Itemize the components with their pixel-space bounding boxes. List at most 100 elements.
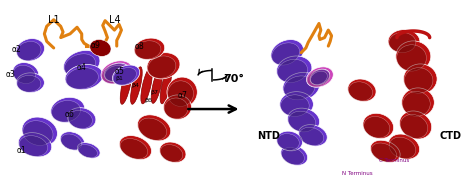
Ellipse shape: [137, 115, 171, 141]
Text: α3: α3: [5, 70, 15, 79]
Ellipse shape: [281, 95, 309, 116]
Ellipse shape: [271, 40, 304, 66]
Ellipse shape: [272, 43, 299, 65]
Text: α5: α5: [114, 67, 124, 76]
Text: α4: α4: [77, 63, 87, 72]
Ellipse shape: [396, 45, 426, 71]
Ellipse shape: [52, 101, 80, 122]
Text: β1: β1: [115, 77, 123, 81]
Ellipse shape: [371, 143, 396, 162]
Ellipse shape: [284, 76, 315, 100]
Ellipse shape: [402, 88, 434, 117]
Ellipse shape: [78, 145, 97, 158]
Ellipse shape: [298, 125, 327, 146]
Ellipse shape: [277, 134, 299, 150]
Ellipse shape: [388, 30, 420, 53]
Ellipse shape: [276, 56, 312, 83]
Text: β4: β4: [131, 83, 140, 88]
Ellipse shape: [403, 92, 430, 116]
Ellipse shape: [168, 81, 193, 106]
Ellipse shape: [113, 65, 140, 85]
Ellipse shape: [363, 113, 394, 139]
Ellipse shape: [51, 97, 85, 123]
Ellipse shape: [13, 63, 39, 84]
Ellipse shape: [61, 134, 82, 150]
Text: α6: α6: [65, 110, 75, 119]
Ellipse shape: [66, 68, 99, 89]
Ellipse shape: [119, 136, 152, 160]
Ellipse shape: [64, 54, 95, 77]
Ellipse shape: [104, 63, 129, 82]
Ellipse shape: [18, 133, 52, 157]
Ellipse shape: [388, 134, 420, 159]
Ellipse shape: [277, 59, 307, 83]
Ellipse shape: [16, 39, 44, 61]
Ellipse shape: [311, 71, 327, 85]
Ellipse shape: [306, 67, 333, 87]
Ellipse shape: [138, 118, 167, 140]
Ellipse shape: [78, 143, 100, 158]
Ellipse shape: [276, 131, 303, 151]
Ellipse shape: [164, 98, 188, 119]
Text: L1: L1: [48, 15, 59, 25]
Ellipse shape: [22, 117, 57, 146]
Ellipse shape: [105, 65, 126, 81]
Ellipse shape: [141, 67, 152, 104]
Ellipse shape: [120, 139, 148, 159]
Ellipse shape: [396, 41, 431, 72]
Text: α8: α8: [134, 42, 144, 51]
Ellipse shape: [102, 64, 128, 83]
Ellipse shape: [151, 68, 163, 103]
Ellipse shape: [113, 68, 136, 85]
Text: NTD: NTD: [257, 131, 280, 141]
Ellipse shape: [23, 121, 53, 145]
Ellipse shape: [160, 142, 186, 163]
Ellipse shape: [147, 53, 180, 79]
Ellipse shape: [17, 75, 41, 92]
Ellipse shape: [282, 147, 304, 165]
Ellipse shape: [389, 33, 416, 52]
Ellipse shape: [130, 67, 142, 104]
Ellipse shape: [310, 69, 330, 85]
Text: β6: β6: [145, 98, 152, 102]
Ellipse shape: [280, 92, 313, 117]
Text: α1: α1: [16, 146, 26, 155]
Ellipse shape: [167, 77, 198, 107]
Text: C Terminus: C Terminus: [380, 158, 410, 163]
Ellipse shape: [19, 136, 48, 156]
Ellipse shape: [134, 38, 165, 60]
Ellipse shape: [364, 117, 390, 138]
Ellipse shape: [348, 82, 373, 101]
Ellipse shape: [400, 111, 432, 139]
Ellipse shape: [16, 73, 44, 92]
Ellipse shape: [403, 64, 437, 94]
Ellipse shape: [400, 114, 428, 138]
Ellipse shape: [101, 61, 133, 84]
Ellipse shape: [68, 110, 92, 129]
Ellipse shape: [135, 41, 161, 59]
Ellipse shape: [299, 127, 324, 146]
Ellipse shape: [60, 132, 85, 150]
Ellipse shape: [281, 145, 308, 165]
Ellipse shape: [348, 79, 376, 102]
Ellipse shape: [160, 145, 183, 162]
Ellipse shape: [288, 111, 316, 132]
Ellipse shape: [68, 108, 96, 129]
Ellipse shape: [370, 140, 400, 162]
Text: 70°: 70°: [224, 74, 245, 84]
Text: α9: α9: [91, 41, 101, 50]
Ellipse shape: [90, 39, 111, 56]
Ellipse shape: [17, 41, 41, 61]
Ellipse shape: [288, 108, 319, 133]
Ellipse shape: [160, 69, 171, 104]
Text: L4: L4: [109, 15, 120, 25]
Ellipse shape: [14, 65, 35, 83]
Ellipse shape: [163, 95, 191, 119]
Ellipse shape: [307, 69, 330, 87]
Ellipse shape: [389, 137, 416, 159]
Text: α7: α7: [177, 91, 187, 100]
Ellipse shape: [404, 68, 433, 93]
Ellipse shape: [283, 72, 319, 101]
Ellipse shape: [64, 50, 100, 77]
Ellipse shape: [65, 64, 103, 90]
